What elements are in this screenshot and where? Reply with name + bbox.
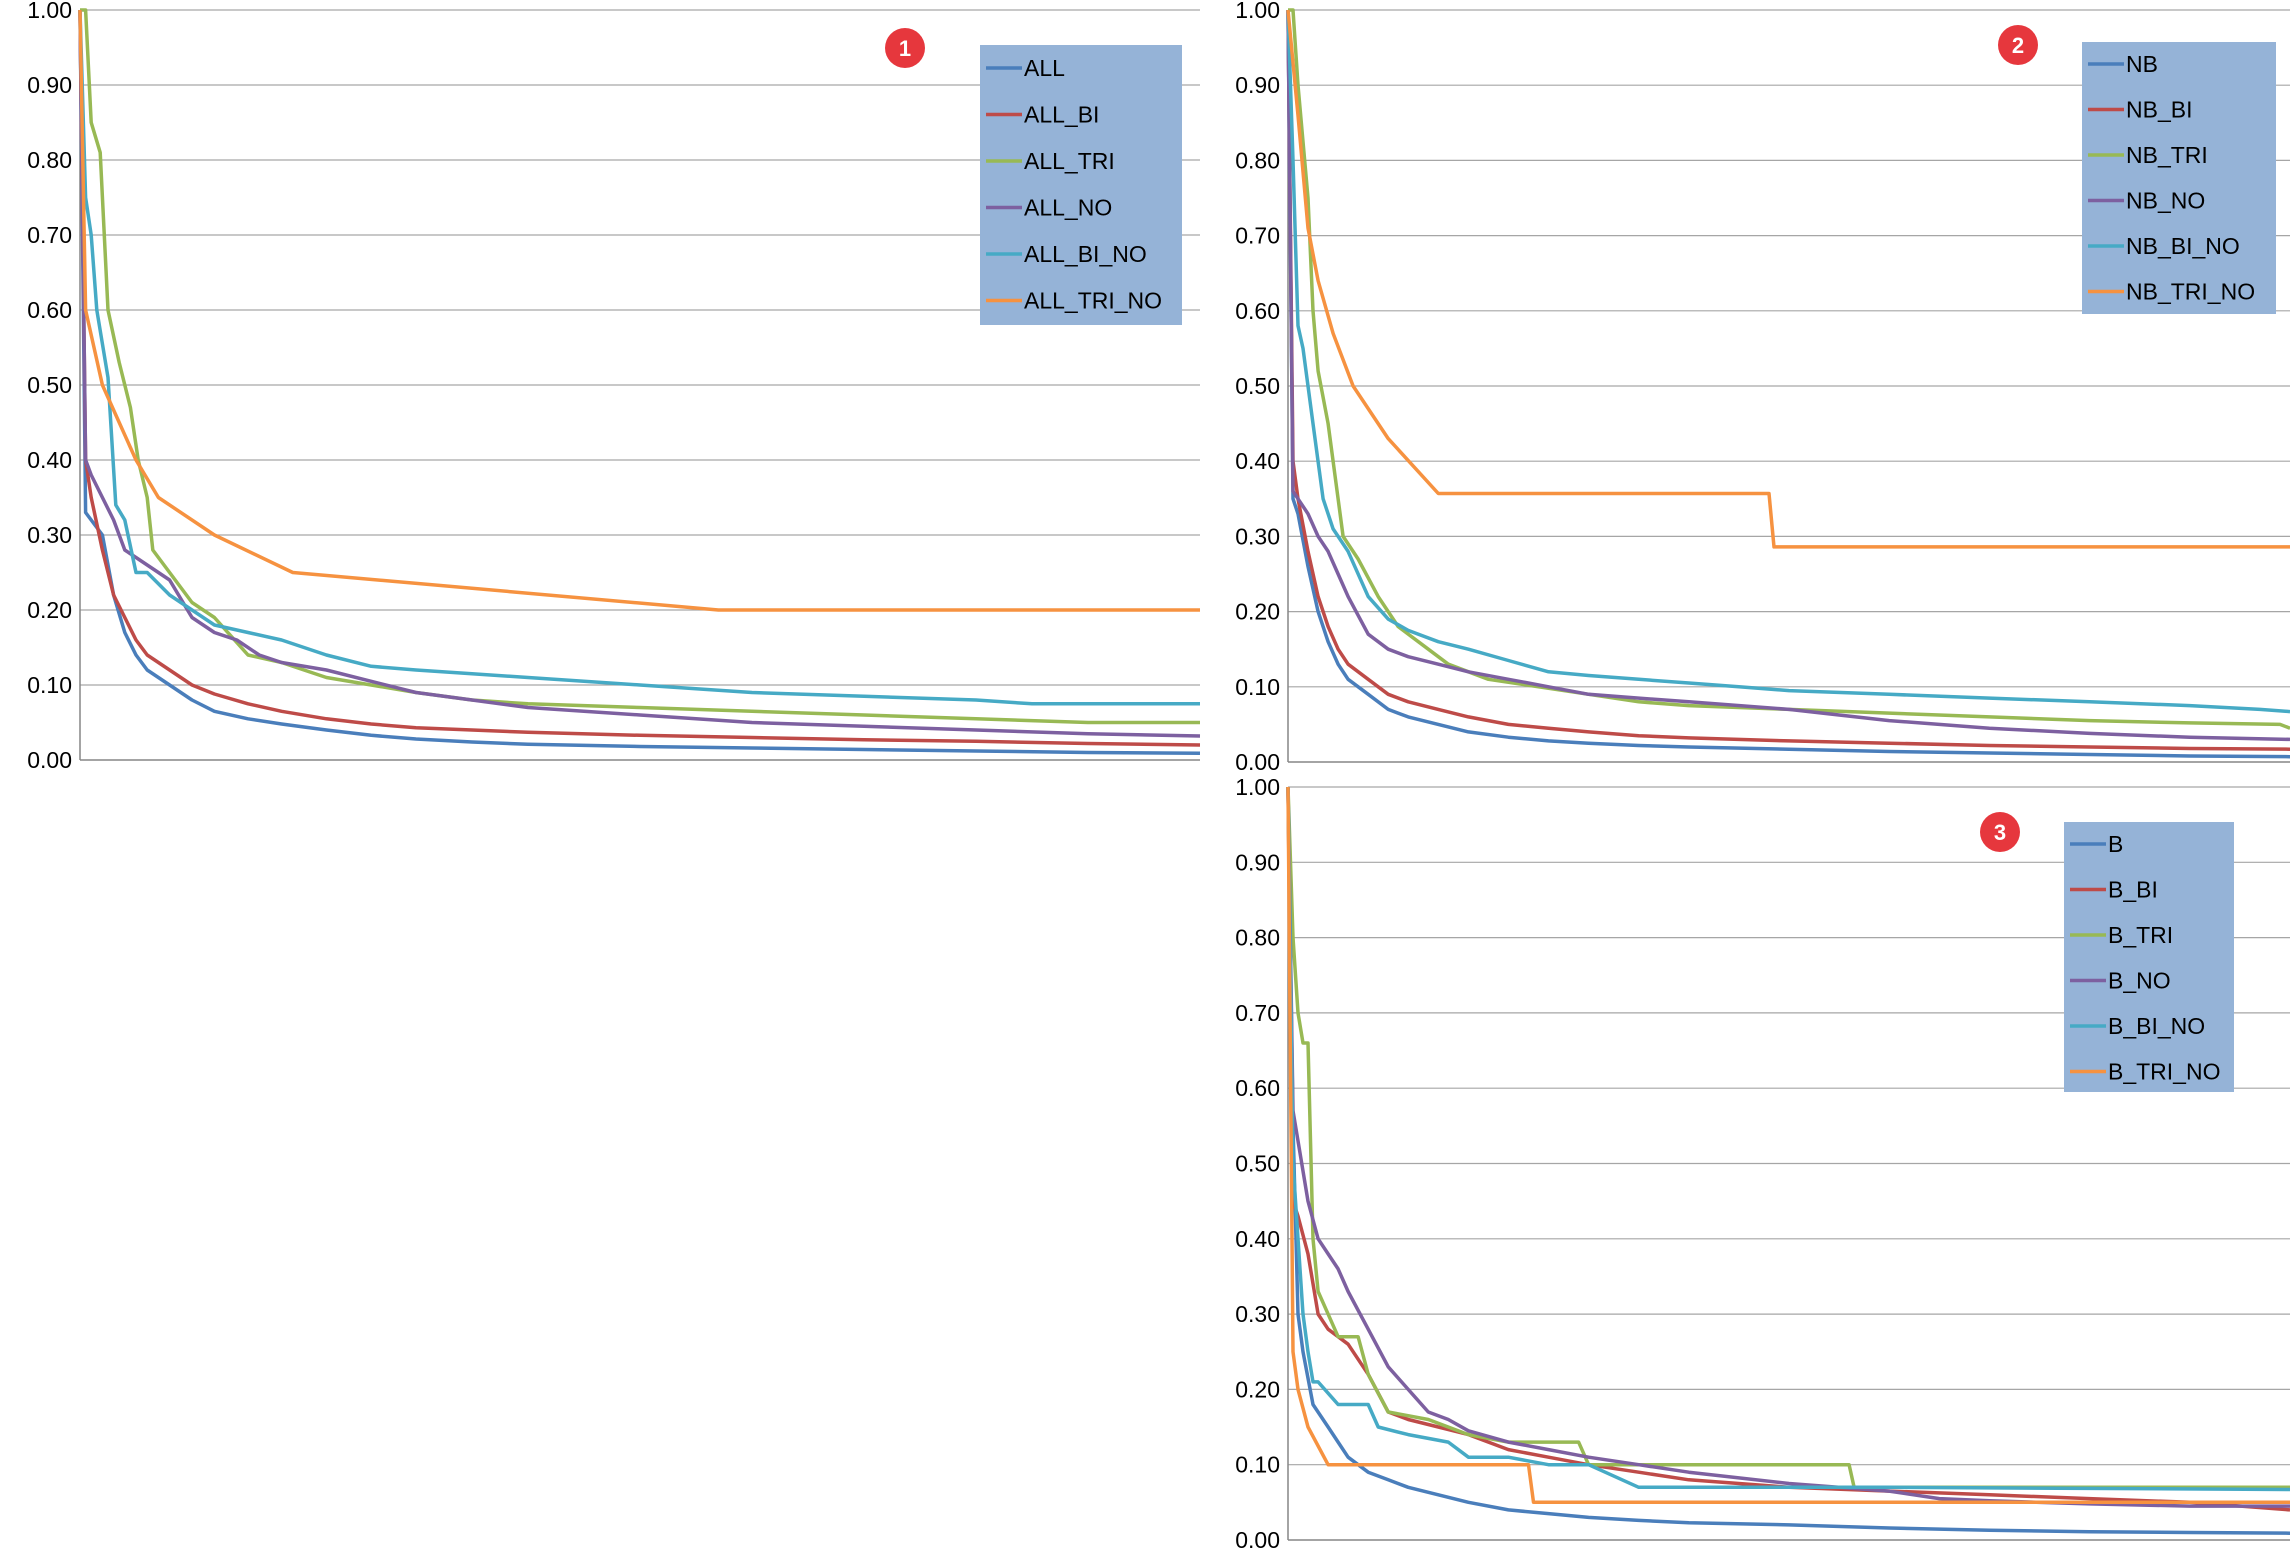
series-line-all-tri-no	[78, 9, 1200, 612]
series-line-nb-tri	[1288, 8, 2290, 730]
legend-label: ALL_TRI	[1024, 148, 1115, 174]
y-tick-label: 0.40	[27, 447, 72, 473]
legend: B B_BI B_TRI B_NO B_BI_NO B_TRI_NO	[2064, 822, 2234, 1092]
y-tick-label: 0.70	[27, 222, 72, 248]
legend-label: NB	[2126, 51, 2158, 77]
y-tick-label: 0.50	[1235, 373, 1280, 399]
y-tick-label: 0.00	[1235, 749, 1280, 775]
badge-number: 1	[899, 36, 911, 61]
legend-label: ALL_BI	[1024, 102, 1099, 128]
legend: NB NB_BI NB_TRI NB_NO NB_BI_NO NB_TRI_NO	[2082, 42, 2276, 314]
series-line-b-tri	[1286, 786, 2290, 1490]
y-tick-label: 0.60	[1235, 298, 1280, 324]
y-tick-label: 0.00	[27, 747, 72, 773]
y-tick-label: 0.20	[1235, 599, 1280, 625]
badge-number: 3	[1994, 820, 2006, 845]
panel-badge: 1	[885, 28, 925, 68]
legend-label: ALL_TRI_NO	[1024, 288, 1162, 314]
series-line-all-bi	[78, 9, 1201, 747]
legend-box	[2064, 822, 2234, 1092]
series-line-nb-bi	[1286, 9, 2290, 751]
y-tick-label: 1.00	[1235, 0, 1280, 23]
series-line-nb-bi-no	[1286, 9, 2290, 714]
chart-3: 0.00 0.10 0.20 0.30 0.40 0.50 0.60 0.70 0.80 0.90…	[1235, 774, 2290, 1549]
y-tick-label: 0.10	[1235, 674, 1280, 700]
legend-box	[2082, 42, 2276, 314]
legend-label: NB_TRI_NO	[2126, 279, 2255, 305]
y-tick-label: 0.70	[1235, 1000, 1280, 1026]
panel-badge: 3	[1980, 812, 2020, 852]
legend-label: B_TRI_NO	[2108, 1059, 2220, 1085]
badge-circle	[1998, 25, 2038, 65]
legend-label: B_TRI	[2108, 922, 2173, 948]
badge-circle	[1980, 812, 2020, 852]
badge-circle	[885, 28, 925, 68]
y-tick-label: 0.90	[1235, 72, 1280, 98]
y-tick-label: 0.20	[27, 597, 72, 623]
legend-label: B_BI	[2108, 877, 2158, 903]
legend-label: B	[2108, 831, 2123, 857]
series-line-nb-no	[1286, 9, 2290, 742]
y-tick-label: 0.60	[1235, 1075, 1280, 1101]
legend-label: B_NO	[2108, 968, 2171, 994]
y-tick-label: 0.40	[1235, 1226, 1280, 1252]
legend-box	[980, 45, 1182, 325]
legend-label: ALL_BI_NO	[1024, 241, 1147, 267]
chart-1: 0.00 0.10 0.20 0.30 0.40 0.50 0.60 0.70 0.80 0.90…	[27, 0, 1201, 773]
legend: ALL ALL_BI ALL_TRI ALL_NO ALL_BI_NO ALL_TRI_N…	[980, 45, 1182, 325]
badge-number: 2	[2012, 33, 2024, 58]
y-tick-label: 0.90	[1235, 849, 1280, 875]
panel-badge: 2	[1998, 25, 2038, 65]
y-tick-label: 0.50	[27, 372, 72, 398]
y-tick-label: 0.60	[27, 297, 72, 323]
series-line-nb-tri-no	[1286, 9, 2290, 549]
y-tick-label: 0.10	[27, 672, 72, 698]
series-line-b	[1286, 786, 2290, 1535]
y-tick-label: 0.30	[27, 522, 72, 548]
legend-label: B_BI_NO	[2108, 1013, 2205, 1039]
legend-label: ALL	[1024, 55, 1065, 81]
y-tick-label: 0.80	[1235, 147, 1280, 173]
y-tick-label: 0.10	[1235, 1452, 1280, 1478]
legend-label: NB_TRI	[2126, 142, 2208, 168]
y-tick-label: 0.30	[1235, 1301, 1280, 1327]
series-line-b-tri-no	[1286, 786, 2290, 1505]
y-tick-label: 1.00	[1235, 774, 1280, 800]
series-line-all-tri	[80, 8, 1200, 725]
y-tick-label: 0.80	[27, 147, 72, 173]
legend-label: NB_BI	[2126, 97, 2192, 123]
series-line-nb	[1286, 9, 2290, 759]
y-tick-label: 0.30	[1235, 523, 1280, 549]
chart-2: 0.00 0.10 0.20 0.30 0.40 0.50 0.60 0.70 0.80 0.90…	[1235, 0, 2290, 775]
y-tick-label: 1.00	[27, 0, 72, 23]
y-tick-label: 0.50	[1235, 1151, 1280, 1177]
y-tick-label: 0.70	[1235, 223, 1280, 249]
y-tick-label: 0.20	[1235, 1376, 1280, 1402]
series-line-b-no	[1286, 786, 2290, 1508]
legend-label: NB_NO	[2126, 188, 2205, 214]
legend-label: NB_BI_NO	[2126, 233, 2240, 259]
y-tick-label: 0.80	[1235, 925, 1280, 951]
y-tick-label: 0.90	[27, 72, 72, 98]
y-tick-label: 0.00	[1235, 1527, 1280, 1549]
series-line-all-no	[78, 9, 1201, 738]
legend-label: ALL_NO	[1024, 195, 1112, 221]
series-line-b-bi-no	[1286, 786, 2290, 1492]
y-tick-label: 0.40	[1235, 448, 1280, 474]
